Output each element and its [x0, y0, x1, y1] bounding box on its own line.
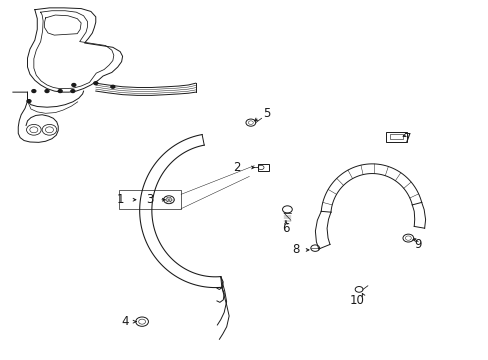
Text: 3: 3	[145, 193, 153, 206]
Text: 5: 5	[262, 107, 269, 120]
Text: 2: 2	[233, 161, 241, 174]
Bar	[119, 190, 181, 209]
Text: 8: 8	[291, 243, 299, 256]
Circle shape	[45, 90, 49, 93]
Text: 4: 4	[121, 315, 128, 328]
Circle shape	[32, 90, 36, 93]
Bar	[258, 164, 268, 171]
Circle shape	[27, 100, 31, 103]
Circle shape	[58, 90, 62, 93]
Circle shape	[94, 82, 98, 85]
Circle shape	[111, 85, 115, 88]
Circle shape	[71, 90, 75, 93]
Text: 6: 6	[282, 222, 289, 235]
Text: 7: 7	[403, 132, 411, 145]
Text: 10: 10	[348, 294, 364, 307]
Text: 1: 1	[116, 193, 123, 206]
Bar	[385, 132, 407, 142]
Circle shape	[72, 84, 76, 86]
Text: 9: 9	[413, 238, 421, 251]
Bar	[389, 134, 403, 139]
